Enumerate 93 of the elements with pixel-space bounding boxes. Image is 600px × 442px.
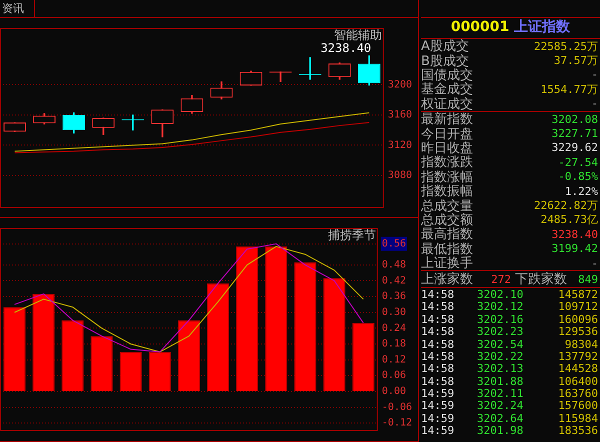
text: 基金成交 xyxy=(421,81,473,98)
y-tick-label: 0.42 xyxy=(382,275,406,286)
text: 129536 xyxy=(557,325,599,338)
y-tick-label: 3200 xyxy=(388,79,412,90)
text: 14:59 xyxy=(421,412,456,425)
text: A股成交 xyxy=(421,38,469,54)
y-tick-label: 0.36 xyxy=(382,291,406,302)
text: 3202.11 xyxy=(477,387,524,400)
text: 指数振幅 xyxy=(421,183,473,200)
y-tick-label: 0.00 xyxy=(382,386,406,398)
text: 3202.64 xyxy=(477,412,524,425)
text: 14:59 xyxy=(421,424,456,438)
text: 3202.13 xyxy=(477,362,524,376)
text: 上证换手 xyxy=(421,255,473,272)
text: 137792 xyxy=(557,350,599,363)
text: 14:58 xyxy=(421,338,456,351)
text: 权证成交 xyxy=(421,96,473,112)
text: - xyxy=(591,97,599,110)
text: 3202.22 xyxy=(477,350,524,363)
text: -0.85% xyxy=(558,170,599,184)
y-tick-label: 0.18 xyxy=(382,338,406,350)
text: 最低指数 xyxy=(421,240,473,257)
text: 指数涨幅 xyxy=(421,168,473,185)
text: 上涨家数 xyxy=(421,271,474,288)
text: 3238.40 xyxy=(552,228,599,241)
text: 14:58 xyxy=(421,325,456,338)
text: 14:59 xyxy=(421,387,456,400)
text: 183536 xyxy=(557,424,599,438)
text: 106400 xyxy=(557,374,599,388)
text: 000001 上证指数 xyxy=(450,19,570,35)
text: 3202.10 xyxy=(477,288,524,301)
y-tick-label: 3160 xyxy=(388,110,412,121)
text: 14:58 xyxy=(421,288,456,301)
chart-title: 捕捞季节 xyxy=(328,228,376,242)
text: 3202.08 xyxy=(552,112,599,126)
text: 163760 xyxy=(557,387,599,400)
text: 14:58 xyxy=(421,350,456,363)
text: 157600 xyxy=(557,399,599,412)
y-tick-label: 0.06 xyxy=(382,370,406,382)
text: - xyxy=(591,68,599,82)
text: 145872 xyxy=(557,288,599,301)
chart-title: 智能辅助 xyxy=(334,28,382,42)
y-tick-label: -0.06 xyxy=(382,402,412,413)
text: 3201.98 xyxy=(477,424,524,438)
text: 下跌家数 xyxy=(515,271,568,288)
text: - xyxy=(591,256,599,270)
text: 849 xyxy=(577,272,599,286)
text: 3227.71 xyxy=(552,127,599,140)
text: 3229.62 xyxy=(552,141,599,154)
annotation: 3238.40 xyxy=(320,40,372,55)
text: 资讯 xyxy=(0,0,35,17)
text: 总成交量 xyxy=(421,198,473,214)
text: 14:58 xyxy=(421,374,456,388)
y-tick-label: 0.24 xyxy=(382,322,406,334)
text: 最新指数 xyxy=(421,111,473,128)
text: 115984 xyxy=(557,412,599,425)
text: 14:58 xyxy=(421,362,456,376)
text: 昨日收盘 xyxy=(421,140,473,156)
text: 3202.12 xyxy=(477,300,524,314)
text: 总成交额 xyxy=(421,212,473,228)
text: B股成交 xyxy=(421,52,469,69)
y-tick-label: 0.48 xyxy=(382,260,406,271)
text: 22622.82万 xyxy=(534,198,599,213)
y-tick-label: -0.12 xyxy=(382,418,412,429)
text: 37.57万 xyxy=(554,53,599,68)
text: 14:59 xyxy=(421,399,456,412)
y-tick-label: 0.56 xyxy=(382,238,406,250)
y-tick-label: 3080 xyxy=(388,170,412,182)
text: 3202.23 xyxy=(477,325,524,338)
y-tick-label: 0.12 xyxy=(382,354,406,366)
text: 3201.88 xyxy=(477,374,524,388)
text: 指数涨跌 xyxy=(421,154,473,170)
text: 国债成交 xyxy=(421,67,473,83)
text: 3202.16 xyxy=(477,312,524,326)
text: 今日开盘 xyxy=(421,126,473,142)
text: 272 xyxy=(490,272,512,286)
text: 144528 xyxy=(557,362,599,376)
text: 160096 xyxy=(557,312,599,326)
text: 109712 xyxy=(557,300,599,314)
text: 98304 xyxy=(564,338,599,351)
text: 3199.42 xyxy=(552,242,599,256)
y-tick-label: 3120 xyxy=(388,140,412,151)
text: 1554.77万 xyxy=(540,82,599,97)
y-tick-label: 0.30 xyxy=(382,306,406,318)
text: 22585.25万 xyxy=(534,38,599,54)
text: 14:58 xyxy=(421,300,456,314)
text: 1.22% xyxy=(564,184,599,198)
text: 2485.73亿 xyxy=(540,212,599,228)
text: 14:58 xyxy=(421,312,456,326)
text: 3202.54 xyxy=(477,338,524,351)
text: 最高指数 xyxy=(421,226,473,242)
text: 3202.24 xyxy=(477,399,524,412)
text: -27.54 xyxy=(558,156,599,169)
